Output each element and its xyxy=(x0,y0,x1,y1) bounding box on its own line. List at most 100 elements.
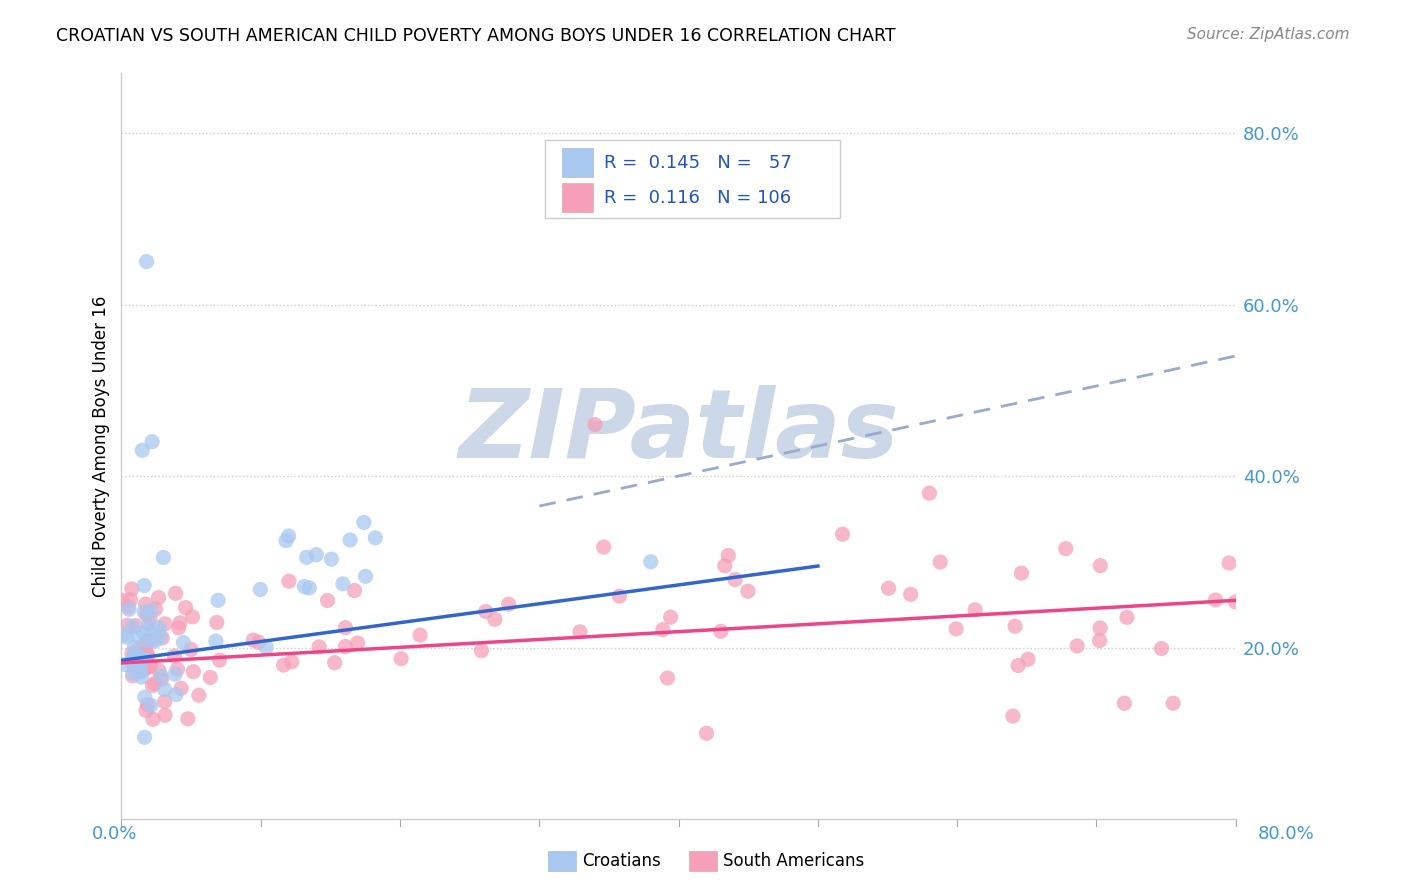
Point xyxy=(1017,652,1039,666)
Point xyxy=(124,648,146,662)
Point xyxy=(131,653,153,667)
Point xyxy=(163,667,186,681)
Text: Croatians: Croatians xyxy=(582,852,661,870)
Point xyxy=(737,584,759,599)
Point xyxy=(498,597,520,611)
Point xyxy=(710,624,733,639)
Point xyxy=(138,617,160,632)
Point xyxy=(148,621,170,635)
Point xyxy=(929,555,952,569)
Point xyxy=(135,254,157,268)
Point xyxy=(139,612,162,626)
Point xyxy=(335,640,357,654)
Point xyxy=(724,573,747,587)
Point xyxy=(121,646,143,660)
Point xyxy=(295,550,318,565)
Point xyxy=(1088,621,1111,635)
Point xyxy=(353,516,375,530)
Text: 0.0%: 0.0% xyxy=(91,825,136,843)
Point xyxy=(657,671,679,685)
Point xyxy=(142,624,165,638)
Point xyxy=(249,582,271,597)
Y-axis label: Child Poverty Among Boys Under 16: Child Poverty Among Boys Under 16 xyxy=(93,295,110,597)
Point xyxy=(117,599,139,614)
Point xyxy=(153,695,176,709)
Point xyxy=(122,666,145,681)
Point xyxy=(273,658,295,673)
Point xyxy=(127,642,149,657)
Point xyxy=(134,690,156,705)
Point xyxy=(153,616,176,631)
Point xyxy=(1004,619,1026,633)
Point xyxy=(127,629,149,643)
Point xyxy=(150,673,173,687)
Point xyxy=(242,633,264,648)
Point xyxy=(138,632,160,647)
Point xyxy=(135,703,157,717)
Point xyxy=(112,628,135,642)
Point xyxy=(1090,558,1112,573)
FancyBboxPatch shape xyxy=(546,140,841,219)
Point xyxy=(713,558,735,573)
Point xyxy=(389,651,412,665)
Point xyxy=(153,682,176,697)
Point xyxy=(181,610,204,624)
Point xyxy=(134,605,156,619)
Text: CROATIAN VS SOUTH AMERICAN CHILD POVERTY AMONG BOYS UNDER 16 CORRELATION CHART: CROATIAN VS SOUTH AMERICAN CHILD POVERTY… xyxy=(56,27,896,45)
Point xyxy=(335,621,357,635)
Point xyxy=(135,597,157,611)
Point xyxy=(277,529,299,543)
Point xyxy=(254,640,277,655)
Point xyxy=(180,642,202,657)
Point xyxy=(139,698,162,713)
Point xyxy=(205,615,228,630)
Point xyxy=(332,577,354,591)
Point xyxy=(316,593,339,607)
Point xyxy=(568,624,591,639)
Point xyxy=(1010,566,1032,581)
Point xyxy=(121,582,143,596)
Point xyxy=(170,681,193,696)
Point xyxy=(121,650,143,665)
Point xyxy=(136,698,159,712)
Point xyxy=(135,646,157,660)
Point xyxy=(354,569,377,583)
Point xyxy=(143,634,166,648)
Point xyxy=(305,548,328,562)
Point xyxy=(918,486,941,500)
Point xyxy=(148,591,170,605)
Point xyxy=(124,618,146,632)
Point xyxy=(177,712,200,726)
Point xyxy=(207,593,229,607)
Point xyxy=(659,610,682,624)
Point xyxy=(135,607,157,622)
Point xyxy=(121,669,143,683)
Point xyxy=(717,549,740,563)
Point xyxy=(132,651,155,665)
Point xyxy=(167,621,190,635)
Point xyxy=(134,578,156,592)
Point xyxy=(298,581,321,595)
Point xyxy=(149,630,172,644)
Point xyxy=(135,637,157,651)
Point xyxy=(117,618,139,632)
Point xyxy=(1116,610,1139,624)
Point xyxy=(1205,593,1227,607)
Point xyxy=(150,669,173,683)
Point xyxy=(139,658,162,673)
Point xyxy=(152,550,174,565)
Point xyxy=(129,665,152,679)
Point xyxy=(165,688,187,702)
Point xyxy=(1161,696,1184,710)
Point xyxy=(292,580,315,594)
Point xyxy=(124,640,146,654)
Point xyxy=(484,612,506,626)
Text: ZIPatlas: ZIPatlas xyxy=(458,384,898,477)
Point xyxy=(141,603,163,617)
Point xyxy=(142,632,165,647)
Point xyxy=(945,622,967,636)
Point xyxy=(163,648,186,663)
Point xyxy=(153,708,176,723)
Point xyxy=(134,662,156,676)
Point xyxy=(125,648,148,662)
